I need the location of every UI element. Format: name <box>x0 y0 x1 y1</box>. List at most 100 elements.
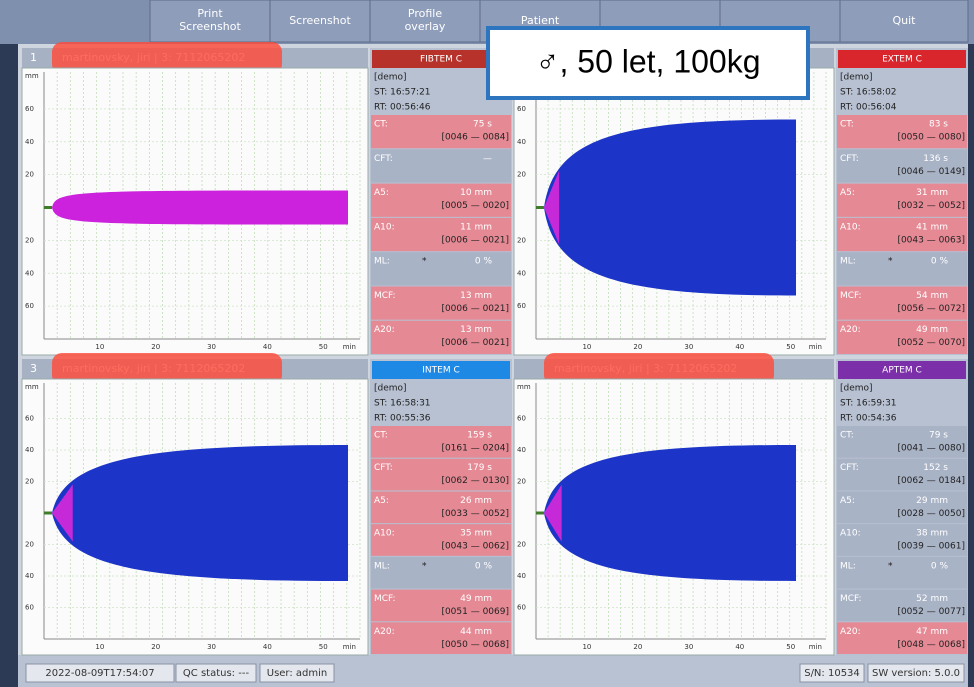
row-flag: * <box>422 257 427 267</box>
info-line: [demo] <box>374 73 407 83</box>
row-label: A10: <box>374 529 395 539</box>
row-range: [0033 — 0052] <box>441 509 509 519</box>
row-label: CT: <box>840 120 854 130</box>
row-range: [0046 — 0149] <box>897 167 965 177</box>
row-value: 41 mm <box>916 222 948 232</box>
row-range: [0056 — 0072] <box>897 304 965 314</box>
row-range: [0006 — 0021] <box>441 338 509 348</box>
test-title: EXTEM C <box>882 55 922 65</box>
x-tick-label: 30 <box>684 643 693 651</box>
y-tick-label: 20 <box>517 171 526 179</box>
x-tick-label: 40 <box>735 643 744 651</box>
y-tick-label: 40 <box>517 572 526 580</box>
row-label: CFT: <box>374 154 393 164</box>
x-unit: min <box>809 343 822 351</box>
x-tick-label: 10 <box>95 643 104 651</box>
row-value: 13 mm <box>460 325 492 335</box>
row-label: ML: <box>374 561 390 571</box>
x-tick-label: 10 <box>582 343 591 351</box>
y-tick-label: 60 <box>25 415 34 423</box>
row-label: CFT: <box>374 463 393 473</box>
row-label: A5: <box>840 188 855 198</box>
row-value: 31 mm <box>916 188 948 198</box>
x-tick-label: 20 <box>151 643 160 651</box>
row-label: CT: <box>374 431 388 441</box>
row-value: 49 mm <box>916 325 948 335</box>
y-tick-label: 60 <box>25 105 34 113</box>
info-line: ST: 16:58:31 <box>374 399 431 409</box>
row-value: 38 mm <box>916 529 948 539</box>
y-tick-label: 20 <box>25 478 34 486</box>
row-value: 54 mm <box>916 291 948 301</box>
row-range: [0050 — 0080] <box>897 133 965 143</box>
row-flag: * <box>888 257 893 267</box>
screen: PrintScreenshotScreenshotProfileoverlayP… <box>0 0 974 687</box>
row-label: A20: <box>374 627 395 637</box>
x-tick-label: 30 <box>684 343 693 351</box>
panel-number: 1 <box>30 51 37 64</box>
info-line: [demo] <box>840 73 873 83</box>
row-range: [0006 — 0021] <box>441 304 509 314</box>
row-range: [0005 — 0020] <box>441 201 509 211</box>
status-text: SW version: 5.0.0 <box>872 668 960 679</box>
row-label: A20: <box>840 325 861 335</box>
x-tick-label: 40 <box>735 343 744 351</box>
row-range: [0046 — 0084] <box>441 133 509 143</box>
row-range: [0161 — 0204] <box>441 444 509 454</box>
y-tick-label: 60 <box>517 415 526 423</box>
info-line: ST: 16:57:21 <box>374 88 431 98</box>
info-line: ST: 16:58:02 <box>840 88 897 98</box>
row-label: CFT: <box>840 463 859 473</box>
row-range: [0062 — 0184] <box>897 476 965 486</box>
x-tick-label: 50 <box>786 643 795 651</box>
row-label: MCF: <box>374 291 396 301</box>
y-tick-label: 20 <box>517 541 526 549</box>
y-tick-label: 20 <box>517 236 526 244</box>
row-value: 152 s <box>923 463 948 473</box>
row-range: [0032 — 0052] <box>897 201 965 211</box>
annotation: ♂, 50 let, 100kg <box>535 43 760 79</box>
toolbar-label[interactable]: Screenshot <box>289 14 351 27</box>
x-unit: min <box>343 343 356 351</box>
info-line: [demo] <box>374 384 407 394</box>
row-value: 29 mm <box>916 496 948 506</box>
toolbar-label[interactable]: Quit <box>893 14 917 27</box>
row-range: [0048 — 0068] <box>897 640 965 650</box>
row-range: [0052 — 0077] <box>897 607 965 617</box>
row-value: 159 s <box>467 431 492 441</box>
row-label: CT: <box>374 120 388 130</box>
y-tick-label: 20 <box>25 541 34 549</box>
row-label: ML: <box>840 257 856 267</box>
page: PrintScreenshotScreenshotProfileoverlayP… <box>0 0 974 687</box>
x-unit: min <box>809 643 822 651</box>
info-line: RT: 00:55:36 <box>374 414 431 424</box>
row-range: [0043 — 0063] <box>897 235 965 245</box>
row-value: 0 % <box>931 257 949 267</box>
x-tick-label: 20 <box>633 643 642 651</box>
x-tick-label: 20 <box>151 343 160 351</box>
y-tick-label: 40 <box>25 572 34 580</box>
status-text: 2022-08-09T17:54:07 <box>45 668 154 679</box>
row-label: CT: <box>840 431 854 441</box>
info-line: RT: 00:54:36 <box>840 414 897 424</box>
row-value: 0 % <box>931 561 949 571</box>
y-tick-label: 40 <box>25 138 34 146</box>
y-tick-label: 40 <box>517 446 526 454</box>
test-title: FIBTEM C <box>420 55 462 65</box>
bezel-right <box>968 44 974 687</box>
x-tick-label: 50 <box>319 343 328 351</box>
row-value: 79 s <box>929 431 948 441</box>
toolbar-label[interactable]: Patient <box>521 14 560 27</box>
row-range: [0052 — 0070] <box>897 338 965 348</box>
row-range: [0006 — 0021] <box>441 235 509 245</box>
row-label: ML: <box>840 561 856 571</box>
row-value: 83 s <box>929 120 948 130</box>
row-value: 47 mm <box>916 627 948 637</box>
row-range: [0062 — 0130] <box>441 476 509 486</box>
x-tick-label: 50 <box>786 343 795 351</box>
row-value: 26 mm <box>460 496 492 506</box>
row-range: [0051 — 0069] <box>441 607 509 617</box>
row-label: A10: <box>840 222 861 232</box>
y-tick-label: 20 <box>25 236 34 244</box>
